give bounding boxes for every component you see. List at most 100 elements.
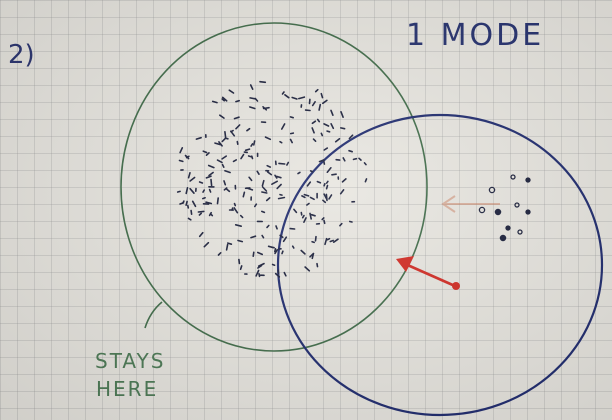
sparse-point: [494, 208, 502, 216]
cluster-dot: [309, 212, 313, 220]
cluster-dot: [247, 155, 253, 158]
cluster-dot: [179, 147, 184, 154]
cluster-dot: [281, 91, 285, 95]
cluster-dot: [318, 159, 325, 163]
cluster-dot: [260, 210, 266, 214]
cluster-dot: [311, 101, 316, 107]
cluster-dot: [323, 182, 326, 187]
cluster-dot: [323, 219, 326, 225]
cluster-dot: [205, 201, 213, 205]
cluster-dot: [352, 157, 358, 161]
cluster-dot: [314, 235, 317, 242]
cluster-dot: [266, 171, 273, 176]
cluster-dot: [325, 180, 329, 184]
cluster-dot: [261, 191, 268, 194]
cluster-dot: [185, 187, 189, 195]
cluster-dot: [256, 251, 264, 256]
mode-title: 1 MODE: [406, 18, 544, 53]
cluster-dot: [334, 137, 341, 143]
cluster-dot: [303, 217, 307, 223]
cluster-dot: [182, 200, 185, 204]
cluster-dot: [311, 240, 316, 244]
cluster-dot: [232, 159, 237, 163]
cluster-dot: [358, 157, 362, 161]
cluster-dot: [246, 127, 251, 132]
cluster-dot: [289, 138, 294, 144]
cluster-dot: [311, 120, 317, 125]
sparse-point: [510, 174, 516, 180]
cluster-dot: [217, 252, 222, 256]
sparse-point: [517, 229, 523, 235]
cluster-dot: [208, 171, 214, 177]
cluster-dot: [281, 250, 284, 255]
cluster-dot: [310, 213, 316, 217]
cluster-dot: [230, 129, 234, 133]
cluster-dot: [202, 189, 205, 193]
cluster-dot: [316, 262, 319, 268]
cluster-dot: [254, 203, 258, 208]
faint-arrow-icon: [441, 195, 500, 213]
cluster-dot: [314, 88, 319, 93]
cluster-dot: [191, 200, 197, 208]
cluster-dot: [240, 153, 245, 160]
cluster-dot: [214, 142, 222, 146]
cluster-dot: [279, 193, 283, 196]
sparse-point: [499, 234, 507, 242]
cluster-dot: [270, 246, 275, 249]
cluster-dot: [274, 249, 279, 255]
cluster-dot: [178, 159, 184, 163]
cluster-dot: [275, 225, 278, 230]
cluster-dot: [324, 237, 328, 246]
cluster-dot: [257, 264, 263, 269]
cluster-dot: [242, 191, 246, 198]
cluster-dot: [253, 140, 256, 146]
cluster-dot: [249, 97, 257, 100]
cluster-dot: [306, 202, 310, 206]
stays-here-line1: STAYS: [95, 349, 165, 373]
cluster-dot: [332, 238, 339, 243]
cluster-dot: [284, 94, 290, 99]
cluster-dot: [258, 272, 261, 278]
cluster-dot: [309, 196, 315, 201]
cluster-dot: [303, 193, 310, 197]
cluster-dot: [225, 188, 231, 193]
cluster-dot: [363, 162, 367, 166]
cluster-dot: [231, 207, 234, 211]
cluster-dot: [261, 179, 265, 187]
cluster-dot: [234, 224, 242, 227]
cluster-dot: [252, 251, 255, 258]
cluster-dot: [326, 167, 332, 173]
cluster-dot: [235, 124, 241, 130]
cluster-dot: [223, 180, 227, 186]
cluster-dot: [205, 175, 212, 179]
cluster-dot: [209, 213, 214, 217]
cluster-dot: [249, 84, 254, 90]
cluster-dot: [309, 170, 314, 173]
cluster-dot: [297, 96, 306, 100]
cluster-dot: [187, 172, 191, 179]
cluster-dot: [261, 234, 265, 239]
cluster-dot: [273, 248, 277, 253]
cluster-dot: [239, 214, 244, 219]
cluster-dot: [304, 266, 311, 272]
cluster-dot: [276, 183, 282, 190]
cluster-dot: [339, 189, 345, 195]
cluster-dot: [323, 123, 330, 127]
sparse-point: [488, 186, 496, 194]
cluster-dot: [233, 202, 237, 207]
cluster-dot: [264, 136, 272, 141]
cluster-dot: [225, 243, 229, 251]
cluster-dot: [320, 92, 324, 99]
cluster-dot: [364, 178, 368, 183]
cluster-dot: [348, 220, 353, 223]
cluster-dot: [250, 143, 254, 147]
green-circle: [120, 22, 428, 352]
cluster-dot: [221, 98, 226, 102]
cluster-dot: [323, 147, 329, 151]
cluster-dot: [235, 99, 240, 103]
cluster-dot: [224, 170, 231, 174]
cluster-dot: [244, 148, 251, 152]
cluster-dot: [221, 96, 228, 102]
cluster-dot: [198, 231, 204, 238]
